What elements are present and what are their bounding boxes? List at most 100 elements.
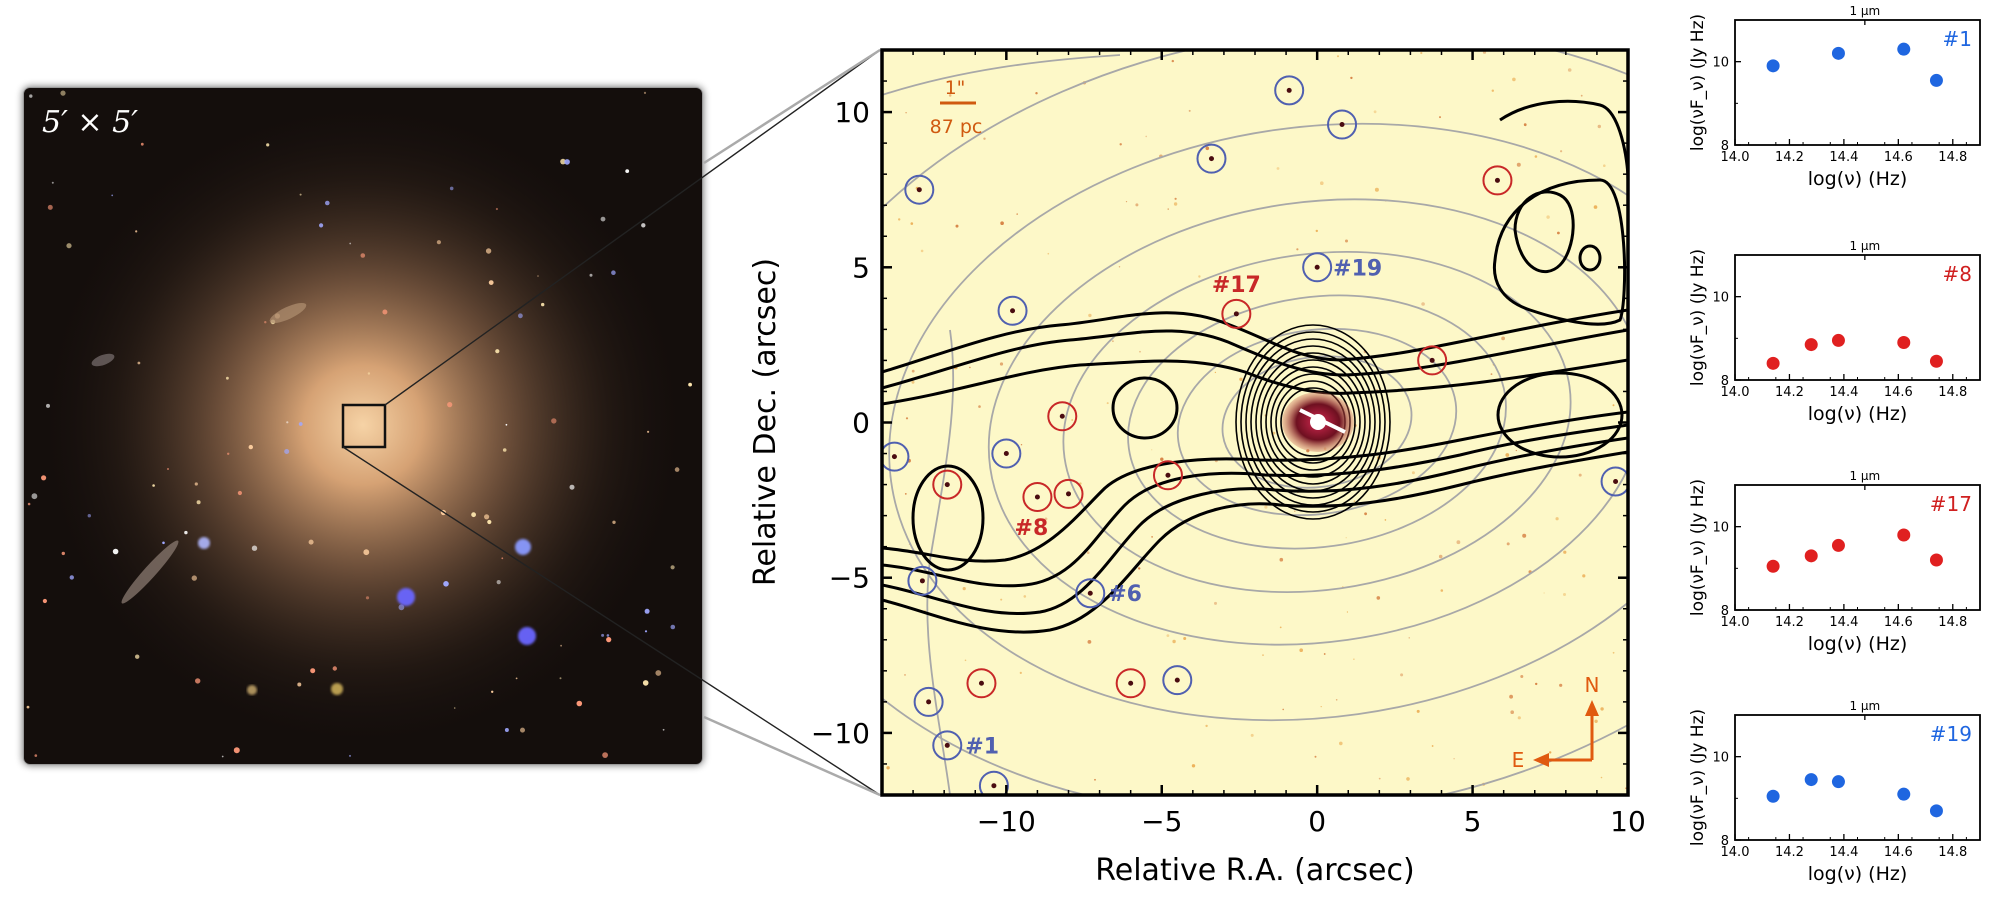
star [551,418,557,424]
star [26,705,30,709]
speckle [1439,116,1441,119]
star [606,634,610,637]
star [560,644,562,647]
source-dot-14 [926,699,932,705]
star [501,557,504,560]
star [674,467,680,472]
speckle [1612,651,1615,654]
map-x-tick-label: 0 [1308,805,1326,838]
speckle [1335,699,1338,701]
speckle [1567,68,1572,72]
star [647,430,650,433]
map-x-tick-label: −5 [1141,805,1182,838]
speckle [1135,203,1139,207]
star [233,747,240,754]
speckle [1406,777,1410,781]
sed-x-tick-label: 14.8 [1938,150,1967,165]
source-circle-24 [1600,466,1628,497]
source-dot-7 [1003,451,1009,457]
map-speckle [886,50,1627,790]
sed-x-tick-label: 14.2 [1775,385,1804,400]
star [382,309,388,315]
map-x-tick-label: −10 [977,805,1036,838]
speckle [1320,181,1324,185]
speckle [1139,350,1141,353]
sed-point [1804,338,1818,352]
star [137,361,141,365]
speckle [1345,537,1347,539]
speckle [1416,709,1420,713]
star [284,449,290,454]
source-circle-22 [1417,345,1448,376]
speckle [911,369,915,373]
sed-x-axis-label: log(ν) (Hz) [1808,403,1908,425]
star [135,654,140,659]
source-dot-0 [944,742,950,748]
sed-y-tick-label: 10 [1712,751,1729,766]
sed-point [1766,789,1780,803]
map-y-tick-label: 5 [852,251,870,284]
star [495,207,498,211]
speckle [1087,640,1092,644]
speckle [1138,567,1141,570]
speckle [1282,708,1284,711]
sed-x-tick-label: 14.0 [1721,845,1750,860]
source-label-8: #8 [1015,516,1049,541]
speckle [1000,598,1003,601]
star [443,581,449,587]
star [606,637,612,643]
star [51,181,54,184]
sed-top-axis-label: 1 μm [1849,699,1880,713]
sed-point [1831,333,1845,347]
speckle [1505,453,1510,457]
speckle [1173,202,1178,206]
source-dot-22 [1429,357,1435,363]
sed-y-tick-label: 10 [1712,291,1729,306]
star [69,575,75,580]
star [266,143,270,147]
sed-top-axis-label: 1 μm [1849,4,1880,18]
speckle [1516,162,1521,167]
source-circle-13 [907,565,938,596]
speckle [1020,444,1023,446]
sed-panel-1: 14.0 14.2 14.4 14.6 14.8 8 10 1 μm #1 log(ν) (Hz)… [1688,4,1981,190]
speckle [1191,764,1196,768]
speckle [1408,637,1410,639]
speckle [948,94,952,97]
speckle [1279,557,1284,562]
speckle [1337,55,1339,58]
speckle [1557,231,1560,235]
sed-x-tick-label: 14.0 [1721,150,1750,165]
star [541,302,545,307]
source-circle-8 [1047,401,1078,432]
speckle [1171,59,1175,63]
sed-x-axis-label: log(ν) (Hz) [1808,863,1908,885]
speckle [1294,510,1296,512]
source-circle-5 [882,441,910,472]
sed-point [1831,775,1845,789]
speckle [1118,266,1121,268]
source-circle-16 [978,770,1009,795]
source-label-6: #6 [1108,582,1142,607]
speckle [1119,143,1122,146]
star [518,313,523,319]
star [29,94,33,98]
speckle [1491,89,1495,92]
map-y-tick-label: 10 [834,96,870,129]
speckle [1166,634,1170,637]
speckle [1580,94,1583,97]
sed-x-tick-label: 14.8 [1938,615,1967,630]
speckle [1172,639,1176,644]
speckle [1563,593,1566,596]
speckle [1384,519,1387,521]
speckle [1563,550,1567,554]
star [642,680,649,686]
speckle [1276,167,1280,170]
speckle [1214,371,1217,374]
source-dot-21 [1339,122,1345,127]
sed-panel-label: #8 [1943,262,1972,286]
speckle [1456,540,1461,545]
source-circle-10 [904,174,935,205]
speckle [910,222,914,225]
